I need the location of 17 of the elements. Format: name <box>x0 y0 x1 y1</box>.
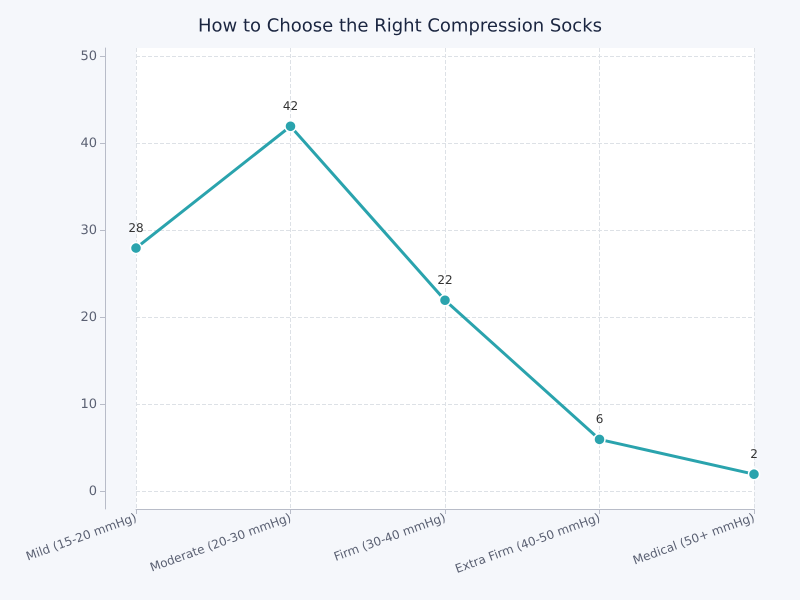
point <box>130 242 142 254</box>
y-tick-label: 30 <box>80 223 97 238</box>
y-tick-label: 20 <box>80 310 97 326</box>
point <box>284 120 297 133</box>
chart-title: How to Choose the Right Compression Socks <box>198 16 602 36</box>
data-label: 28 <box>128 220 144 235</box>
point <box>593 433 606 446</box>
point <box>748 468 760 480</box>
point <box>438 294 452 306</box>
data-label: 6 <box>596 412 604 426</box>
y-tick-label: 10 <box>80 397 97 412</box>
data-label: 22 <box>437 272 453 287</box>
y-tick-label: 0 <box>88 484 97 500</box>
y-tick-label: 40 <box>80 136 97 152</box>
y-tick-label: 50 <box>80 49 97 64</box>
data-label: 2 <box>750 446 758 461</box>
data-label: 42 <box>282 99 298 114</box>
